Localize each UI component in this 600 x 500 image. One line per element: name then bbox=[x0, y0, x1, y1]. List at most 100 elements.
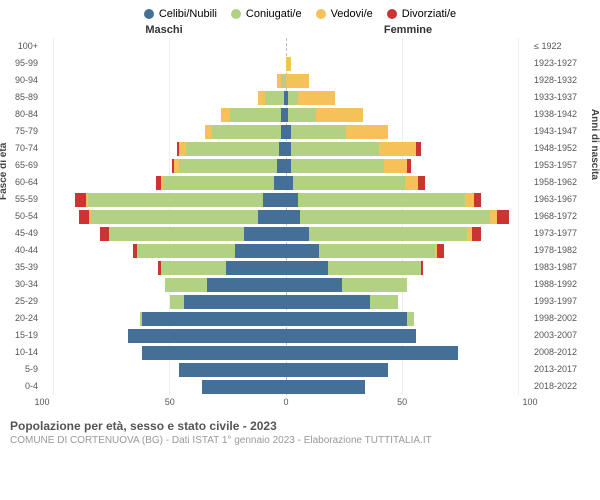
segment-cel bbox=[286, 278, 342, 292]
male-header: Maschi bbox=[42, 24, 286, 36]
age-label: 65-69 bbox=[10, 157, 38, 174]
segment-con bbox=[300, 210, 491, 224]
female-bar bbox=[286, 40, 530, 54]
segment-con bbox=[291, 125, 347, 139]
segment-ved bbox=[465, 193, 474, 207]
birth-label: 1968-1972 bbox=[534, 208, 590, 225]
male-bar bbox=[42, 176, 286, 190]
segment-cel bbox=[258, 210, 286, 224]
female-bar bbox=[286, 312, 530, 326]
female-bar bbox=[286, 380, 530, 394]
segment-cel bbox=[184, 295, 286, 309]
age-label: 5-9 bbox=[10, 361, 38, 378]
segment-con bbox=[265, 91, 284, 105]
segment-con bbox=[137, 244, 235, 258]
segment-cel bbox=[286, 176, 293, 190]
bar-row bbox=[42, 293, 530, 310]
legend-item: Vedovi/e bbox=[316, 8, 373, 20]
female-bar bbox=[286, 108, 530, 122]
legend-label: Divorziati/e bbox=[402, 8, 456, 20]
birth-label: 1953-1957 bbox=[534, 157, 590, 174]
male-bar bbox=[42, 193, 286, 207]
segment-div bbox=[79, 210, 88, 224]
segment-ved bbox=[316, 108, 362, 122]
segment-cel bbox=[286, 227, 309, 241]
male-bar bbox=[42, 74, 286, 88]
female-bar bbox=[286, 91, 530, 105]
segment-con bbox=[88, 193, 262, 207]
segment-cel bbox=[277, 159, 286, 173]
segment-con bbox=[319, 244, 435, 258]
birth-label: ≤ 1922 bbox=[534, 38, 590, 55]
birth-label: 1933-1937 bbox=[534, 89, 590, 106]
birth-label: 2013-2017 bbox=[534, 361, 590, 378]
age-label: 40-44 bbox=[10, 242, 38, 259]
birth-label: 2003-2007 bbox=[534, 327, 590, 344]
segment-cel bbox=[286, 363, 388, 377]
bar-row bbox=[42, 242, 530, 259]
age-labels: 100+95-9990-9485-8980-8475-7970-7465-696… bbox=[10, 38, 42, 395]
segment-con bbox=[370, 295, 398, 309]
male-bar bbox=[42, 57, 286, 71]
segment-con bbox=[407, 312, 414, 326]
x-tick: 50 bbox=[397, 397, 407, 407]
segment-cel bbox=[286, 210, 300, 224]
segment-div bbox=[497, 210, 509, 224]
female-bar bbox=[286, 176, 530, 190]
age-label: 35-39 bbox=[10, 259, 38, 276]
segment-cel bbox=[235, 244, 286, 258]
bar-row bbox=[42, 378, 530, 395]
segment-cel bbox=[286, 380, 365, 394]
female-bar bbox=[286, 125, 530, 139]
female-bar bbox=[286, 227, 530, 241]
birth-label: 2018-2022 bbox=[534, 378, 590, 395]
legend-dot bbox=[144, 9, 154, 19]
segment-ved bbox=[286, 74, 309, 88]
male-bar bbox=[42, 40, 286, 54]
segment-ved bbox=[379, 142, 416, 156]
age-label: 70-74 bbox=[10, 140, 38, 157]
segment-div bbox=[407, 159, 412, 173]
segment-con bbox=[309, 227, 467, 241]
legend-item: Coniugati/e bbox=[231, 8, 302, 20]
bar-row bbox=[42, 361, 530, 378]
legend: Celibi/Nubili Coniugati/e Vedovi/e Divorzia… bbox=[10, 8, 590, 20]
male-bar bbox=[42, 159, 286, 173]
segment-ved bbox=[286, 57, 291, 71]
segment-cel bbox=[142, 346, 286, 360]
segment-div bbox=[75, 193, 87, 207]
column-headers: Maschi Femmine bbox=[10, 24, 590, 36]
segment-con bbox=[342, 278, 407, 292]
segment-con bbox=[179, 159, 277, 173]
segment-cel bbox=[279, 142, 286, 156]
segment-cel bbox=[179, 363, 286, 377]
segment-cel bbox=[226, 261, 286, 275]
male-bar bbox=[42, 108, 286, 122]
segment-div bbox=[437, 244, 444, 258]
male-bar bbox=[42, 346, 286, 360]
birth-label: 1998-2002 bbox=[534, 310, 590, 327]
legend-dot bbox=[387, 9, 397, 19]
bar-row bbox=[42, 225, 530, 242]
male-bar bbox=[42, 210, 286, 224]
segment-ved bbox=[179, 142, 186, 156]
legend-item: Celibi/Nubili bbox=[144, 8, 217, 20]
segment-div bbox=[416, 142, 421, 156]
segment-con bbox=[291, 159, 384, 173]
female-bar bbox=[286, 278, 530, 292]
female-bar bbox=[286, 210, 530, 224]
female-bar bbox=[286, 261, 530, 275]
age-label: 55-59 bbox=[10, 191, 38, 208]
bar-row bbox=[42, 157, 530, 174]
age-label: 90-94 bbox=[10, 72, 38, 89]
bar-row bbox=[42, 123, 530, 140]
bars-zone bbox=[42, 38, 530, 395]
bar-rows bbox=[42, 38, 530, 395]
x-tick: 100 bbox=[522, 397, 537, 407]
segment-con bbox=[291, 142, 379, 156]
bar-row bbox=[42, 38, 530, 55]
bar-row bbox=[42, 106, 530, 123]
male-bar bbox=[42, 91, 286, 105]
x-tick: 50 bbox=[165, 397, 175, 407]
segment-cel bbox=[286, 329, 416, 343]
